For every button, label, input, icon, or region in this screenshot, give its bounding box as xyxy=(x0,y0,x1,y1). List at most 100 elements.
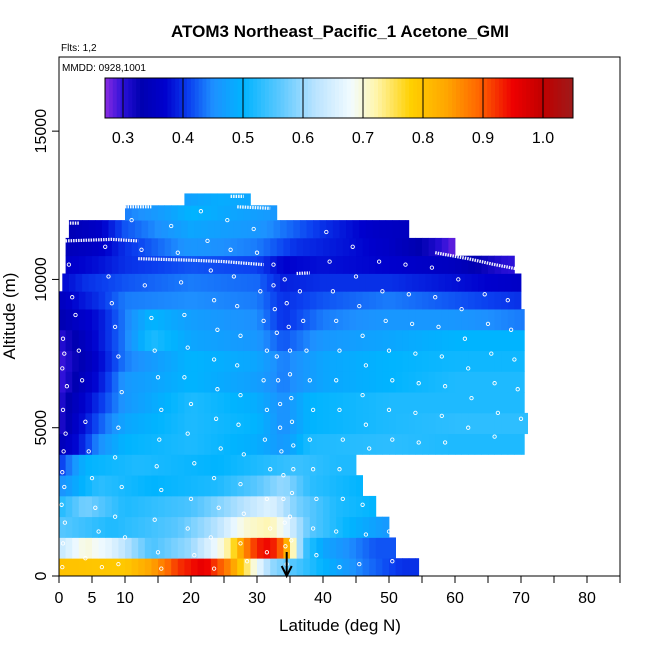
heatmap-cell xyxy=(62,273,70,292)
colorbar-segment xyxy=(467,78,473,118)
heatmap-cell xyxy=(164,412,172,435)
heatmap-cell xyxy=(250,329,258,352)
heatmap-cell xyxy=(501,255,509,274)
heatmap-cell xyxy=(283,454,291,476)
heatmap-cell xyxy=(141,273,149,292)
heatmap-cell xyxy=(230,350,238,372)
heatmap-cell xyxy=(395,371,403,393)
heatmap-cell xyxy=(389,558,396,576)
heatmap-cell xyxy=(276,495,284,518)
colorbar-segment xyxy=(108,78,114,118)
colorbar-tick-label: 0.9 xyxy=(472,130,494,147)
heatmap-cell xyxy=(323,495,330,518)
heatmap-cell xyxy=(171,329,179,352)
heatmap-cell xyxy=(237,516,245,538)
heatmap-cell xyxy=(92,454,99,476)
heatmap-cell xyxy=(336,291,344,310)
heatmap-cell xyxy=(441,309,449,331)
heatmap-cell xyxy=(362,558,370,576)
heatmap-cell xyxy=(283,537,291,559)
heatmap-cell xyxy=(402,329,410,352)
heatmap-cell xyxy=(184,433,192,455)
heatmap-cell xyxy=(349,309,357,331)
heatmap-cell xyxy=(105,350,113,372)
heatmap-cell xyxy=(72,537,80,559)
heatmap-cell xyxy=(204,475,212,497)
heatmap-cell xyxy=(240,220,248,239)
heatmap-cell xyxy=(276,309,284,331)
heatmap-cell xyxy=(290,537,297,559)
heatmap-cell xyxy=(309,558,317,576)
heatmap-cell xyxy=(92,329,99,352)
sample-point xyxy=(406,529,411,534)
heatmap-cell xyxy=(121,273,129,292)
heatmap-cell xyxy=(468,255,476,274)
heatmap-cell xyxy=(349,495,357,518)
heatmap-cell xyxy=(197,392,205,414)
heatmap-cell xyxy=(92,371,99,393)
heatmap-cell xyxy=(283,412,291,435)
heatmap-cell xyxy=(204,350,212,372)
sample-point xyxy=(216,505,221,510)
sample-point xyxy=(62,484,67,490)
heatmap-cell xyxy=(468,371,476,393)
heatmap-cell xyxy=(131,392,139,414)
heatmap-cell xyxy=(128,273,136,292)
heatmap-cell xyxy=(164,255,172,274)
heatmap-cell xyxy=(342,454,350,476)
heatmap-cell xyxy=(125,412,132,435)
heatmap-cell xyxy=(210,433,218,455)
heatmap-cell xyxy=(356,433,363,455)
sample-point xyxy=(390,559,395,564)
heatmap-cell xyxy=(428,291,436,310)
sample-point xyxy=(442,440,448,445)
heatmap-cell xyxy=(171,516,179,538)
heatmap-cell xyxy=(134,273,142,292)
x-tick-label: 30 xyxy=(248,590,266,607)
heatmap-cell xyxy=(151,350,159,372)
heatmap-cell xyxy=(118,433,126,455)
heatmap-cell xyxy=(303,433,311,455)
heatmap-cell xyxy=(329,237,337,257)
heatmap-cell xyxy=(78,475,86,497)
heatmap-cell xyxy=(131,516,139,538)
y-tick-label: 0 xyxy=(33,571,50,580)
heatmap-cell xyxy=(290,309,297,331)
heatmap-cell xyxy=(362,255,370,274)
heatmap-cell xyxy=(316,309,324,331)
colorbar-segment xyxy=(124,78,129,118)
heatmap-cell xyxy=(111,350,119,372)
heatmap-cell xyxy=(65,433,73,455)
heatmap-cell xyxy=(491,273,499,292)
heatmap-cell xyxy=(151,475,159,497)
heatmap-cell xyxy=(111,291,119,310)
heatmap-cell xyxy=(217,329,225,352)
heatmap-cell xyxy=(144,237,152,257)
heatmap-cell xyxy=(204,291,212,310)
heatmap-cell xyxy=(504,273,512,292)
sample-point xyxy=(337,467,342,472)
heatmap-cell xyxy=(481,412,489,435)
heatmap-cell xyxy=(296,475,304,497)
heatmap-cell xyxy=(118,412,126,435)
sample-point xyxy=(60,564,65,570)
heatmap-cell xyxy=(158,454,165,476)
sample-point xyxy=(512,357,517,362)
heatmap-cell xyxy=(171,433,179,455)
heatmap-cell xyxy=(329,495,337,518)
colorbar-segment xyxy=(280,78,285,118)
sample-point xyxy=(268,467,273,472)
heatmap-cell xyxy=(105,329,113,352)
heatmap-cell xyxy=(148,273,156,292)
heatmap-cell xyxy=(237,433,245,455)
colorbar-segment xyxy=(405,78,410,118)
heatmap-cell xyxy=(382,291,390,310)
heatmap-cell xyxy=(408,237,416,257)
heatmap-cell xyxy=(177,255,185,274)
heatmap-cell xyxy=(481,392,489,414)
heatmap-cell xyxy=(349,392,357,414)
heatmap-cell xyxy=(108,273,116,292)
sample-point xyxy=(62,351,67,356)
heatmap-cell xyxy=(336,433,344,455)
sample-point xyxy=(106,274,111,279)
